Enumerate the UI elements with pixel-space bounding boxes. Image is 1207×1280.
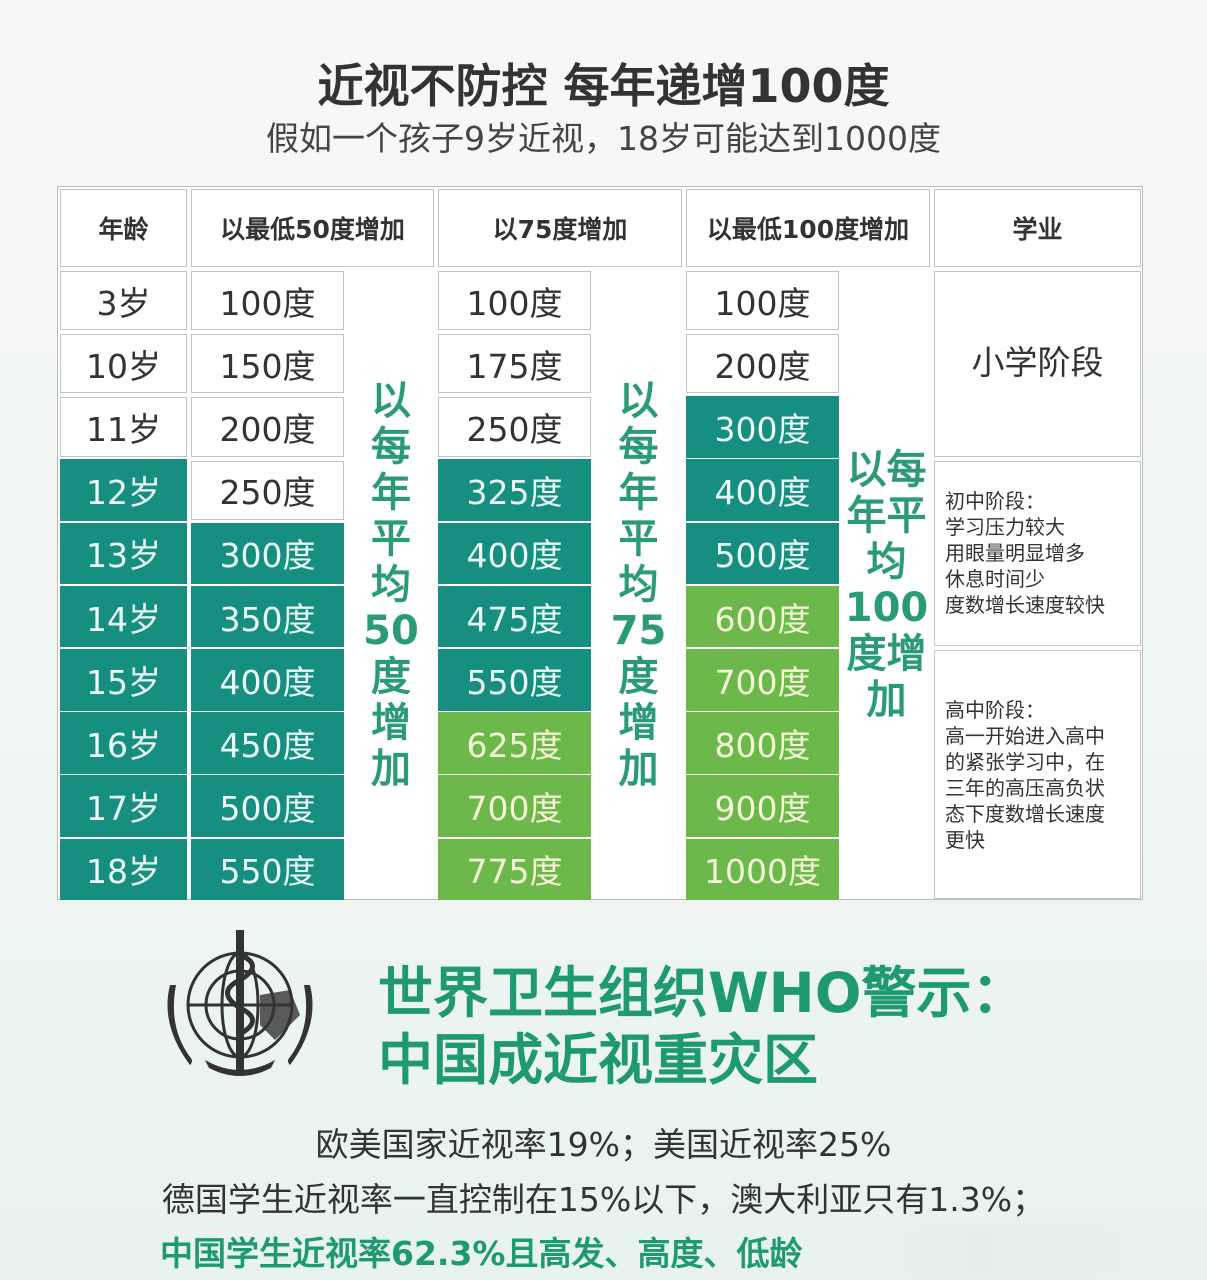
value-cell: 775度 xyxy=(438,838,591,901)
warning-title: 世界卫生组织WHO警示： xyxy=(378,961,1027,1025)
value-cell: 350度 xyxy=(191,585,344,648)
header-cell: 以75度增加 xyxy=(438,189,682,267)
vertical-note: 以每年平均75度增加 xyxy=(610,378,667,792)
note-cell: 以每年平均100度增加 xyxy=(841,269,932,901)
value-cell: 100度 xyxy=(191,271,344,331)
value-cell: 175度 xyxy=(438,334,591,394)
value-cell: 150度 xyxy=(191,334,344,394)
age-cell: 17岁 xyxy=(60,775,187,838)
vertical-note: 以每年平均100度增加 xyxy=(844,447,929,723)
stage-cell: 小学阶段 xyxy=(934,271,1141,457)
value-cell: 400度 xyxy=(438,522,591,585)
stage-cell: 高中阶段： 高一开始进入高中 的紧张学习中，在 三年的高压高负状 态下度数增长速度 更快 xyxy=(934,650,1141,899)
stage-line: 初中阶段： xyxy=(945,489,1045,514)
stage-line: 高一开始进入高中 xyxy=(945,723,1105,748)
stage-line: 度数增长速度较快 xyxy=(945,593,1105,618)
age-cell: 10岁 xyxy=(60,334,187,394)
value-cell: 450度 xyxy=(191,712,344,774)
value-cell: 100度 xyxy=(438,271,591,331)
fact-line: 欧美国家近视率19%；美国近视率25% xyxy=(315,1125,892,1164)
age-cell: 14岁 xyxy=(60,585,187,648)
table: 年龄 以最低50度增加 以75度增加 以最低100度增加 学业 3岁 100度 100度 100… xyxy=(57,186,1143,901)
value-cell: 625度 xyxy=(438,712,591,774)
age-cell: 16岁 xyxy=(60,712,187,774)
age-cell: 12岁 xyxy=(60,459,187,522)
stage-line: 更快 xyxy=(945,827,985,852)
value-cell: 200度 xyxy=(191,397,344,457)
age-cell: 11岁 xyxy=(60,397,187,457)
stage-cell: 初中阶段： 学习压力较大 用眼量明显增多 休息时间少 度数增长速度较快 xyxy=(934,460,1141,647)
age-cell: 13岁 xyxy=(60,522,187,585)
age-cell: 18岁 xyxy=(60,838,187,901)
value-cell: 400度 xyxy=(686,459,839,522)
age-cell: 3岁 xyxy=(60,271,187,331)
header-cell: 年龄 xyxy=(60,189,187,267)
value-cell: 250度 xyxy=(191,460,344,520)
vertical-note: 以每年平均50度增加 xyxy=(363,378,419,792)
value-cell: 550度 xyxy=(191,838,344,901)
stage-line: 高中阶段： xyxy=(945,697,1045,722)
value-cell: 400度 xyxy=(191,648,344,711)
value-cell: 200度 xyxy=(686,334,839,394)
value-cell: 700度 xyxy=(438,775,591,838)
who-logo xyxy=(167,930,313,1076)
value-cell: 550度 xyxy=(438,648,591,711)
stage-line: 的紧张学习中，在 xyxy=(945,749,1105,774)
stage-line: 三年的高压高负状 xyxy=(945,775,1105,800)
stage-line: 小学阶段 xyxy=(971,343,1104,383)
stage-line: 休息时间少 xyxy=(945,567,1045,592)
title: 近视不防控 每年递增100度 xyxy=(317,59,890,113)
warning-subtitle: 中国成近视重灾区 xyxy=(378,1028,819,1092)
blur-overlay xyxy=(860,1222,1207,1280)
value-cell: 1000度 xyxy=(686,838,839,901)
value-cell: 800度 xyxy=(686,712,839,774)
value-cell: 300度 xyxy=(686,396,839,458)
value-cell: 500度 xyxy=(686,522,839,585)
value-cell: 100度 xyxy=(686,271,839,331)
value-cell: 700度 xyxy=(686,648,839,711)
value-cell: 300度 xyxy=(191,522,344,585)
age-cell: 15岁 xyxy=(60,648,187,711)
header-cell: 学业 xyxy=(934,189,1141,267)
fact-line: 德国学生近视率一直控制在15%以下，澳大利亚只有1.3%； xyxy=(161,1180,1046,1219)
value-cell: 325度 xyxy=(438,459,591,522)
stage-line: 态下度数增长速度 xyxy=(945,801,1105,826)
value-cell: 250度 xyxy=(438,397,591,457)
header-cell: 以最低50度增加 xyxy=(191,189,434,267)
stage-line: 学习压力较大 xyxy=(945,515,1065,540)
header-cell: 以最低100度增加 xyxy=(686,189,930,267)
value-cell: 475度 xyxy=(438,585,591,648)
value-cell: 500度 xyxy=(191,775,344,838)
value-cell: 900度 xyxy=(686,775,839,838)
fact-highlight: 中国学生近视率62.3%且高发、高度、低龄 xyxy=(160,1234,803,1273)
value-cell: 600度 xyxy=(686,585,839,648)
stage-line: 用眼量明显增多 xyxy=(945,541,1085,566)
note-cell: 以每年平均75度增加 xyxy=(593,269,684,901)
subtitle: 假如一个孩子9岁近视，18岁可能达到1000度 xyxy=(266,119,941,158)
note-cell: 以每年平均50度增加 xyxy=(346,269,436,901)
